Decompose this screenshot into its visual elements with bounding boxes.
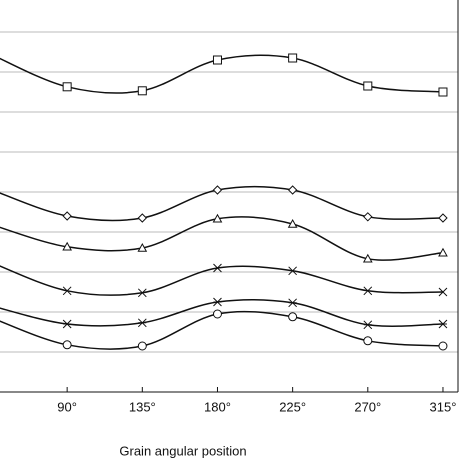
marker <box>62 340 72 350</box>
marker <box>287 185 298 195</box>
marker <box>213 263 222 273</box>
marker <box>137 242 148 252</box>
x-tick-label: 90° <box>57 399 77 414</box>
marker <box>212 55 222 65</box>
marker <box>363 81 373 91</box>
marker <box>137 288 147 298</box>
x-tick-label: 225° <box>279 399 306 414</box>
marker <box>438 213 448 223</box>
marker <box>438 247 448 257</box>
marker <box>62 211 72 221</box>
marker <box>288 53 298 63</box>
marker <box>438 287 448 297</box>
plot-area <box>0 0 459 393</box>
marker <box>438 341 448 351</box>
x-axis-label: Grain angular position <box>119 443 246 458</box>
marker <box>62 82 72 92</box>
marker <box>137 86 147 96</box>
marker <box>362 253 373 263</box>
marker <box>288 298 297 308</box>
marker <box>62 241 72 251</box>
x-tick-label: 315° <box>430 399 457 414</box>
marker <box>363 286 373 296</box>
marker <box>137 341 147 351</box>
marker <box>212 309 222 319</box>
marker <box>288 312 298 322</box>
marker <box>212 185 223 195</box>
marker <box>363 336 373 346</box>
marker <box>363 212 373 222</box>
marker <box>287 218 298 228</box>
marker <box>212 213 223 223</box>
marker <box>137 213 148 223</box>
marker <box>137 318 147 328</box>
marker <box>62 319 72 329</box>
x-tick-label: 180° <box>204 399 231 414</box>
marker <box>363 320 373 330</box>
series-line <box>0 216 444 261</box>
x-tick-label: 270° <box>354 399 381 414</box>
marker <box>213 297 222 307</box>
x-tick-label: 135° <box>129 399 156 414</box>
marker <box>288 266 297 276</box>
marker <box>62 286 72 296</box>
marker <box>438 87 448 97</box>
marker <box>438 319 448 329</box>
